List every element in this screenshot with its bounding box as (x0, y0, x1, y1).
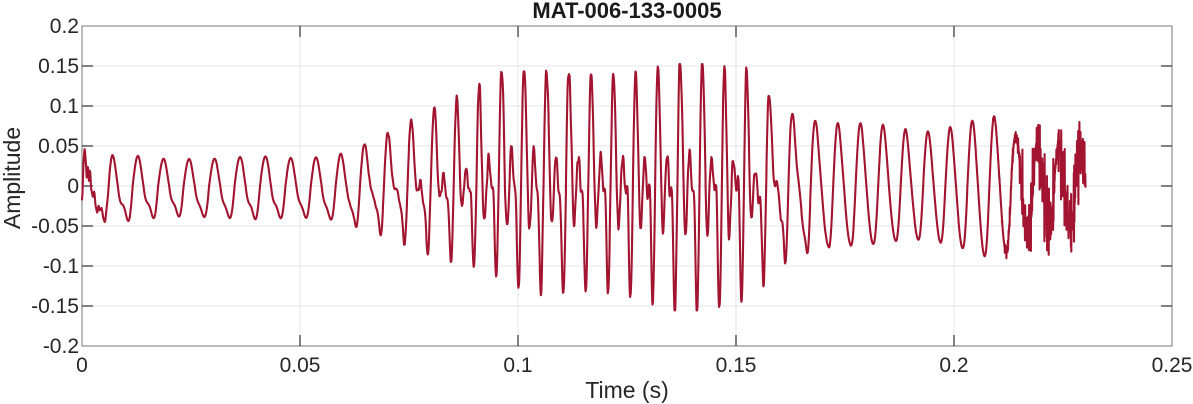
svg-text:Time (s): Time (s) (585, 377, 668, 403)
svg-text:-0.1: -0.1 (43, 255, 79, 278)
svg-text:0.2: 0.2 (939, 354, 968, 377)
svg-text:0.05: 0.05 (38, 135, 79, 158)
svg-text:0.25: 0.25 (1152, 354, 1193, 377)
svg-text:0.05: 0.05 (280, 354, 321, 377)
svg-text:0.15: 0.15 (38, 55, 79, 78)
svg-text:0: 0 (76, 354, 88, 377)
svg-text:0: 0 (67, 175, 79, 198)
svg-text:0.15: 0.15 (716, 354, 757, 377)
svg-text:0.1: 0.1 (503, 354, 532, 377)
svg-text:0.1: 0.1 (50, 95, 79, 118)
svg-text:MAT-006-133-0005: MAT-006-133-0005 (532, 0, 721, 23)
svg-text:Amplitude: Amplitude (0, 127, 25, 229)
svg-text:0.2: 0.2 (50, 15, 79, 38)
svg-text:-0.05: -0.05 (31, 215, 79, 238)
svg-text:-0.2: -0.2 (43, 335, 79, 358)
svg-text:-0.15: -0.15 (31, 295, 79, 318)
